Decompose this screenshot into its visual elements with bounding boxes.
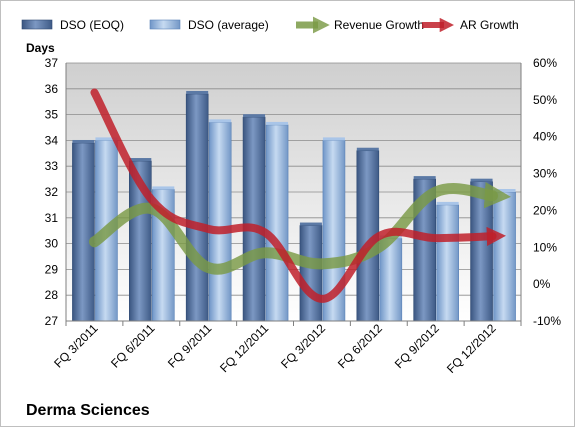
company-name: Derma Sciences [26,402,150,419]
legend-label: DSO (average) [188,18,269,32]
bar-dso-eoq [299,225,323,322]
y-tick-label: 32 [45,185,59,199]
y2-tick-label: -10% [533,314,561,328]
bar-top-cap [493,189,516,192]
legend-swatch [21,19,53,30]
legend-label: DSO (EOQ) [60,18,124,32]
y-tick-label: 27 [45,314,59,328]
y-tick-label: 37 [45,56,59,70]
y-tick-label: 28 [45,288,59,302]
bar-top-cap [129,158,152,162]
y2-tick-label: 40% [533,130,557,144]
bar-top-cap [152,186,175,190]
y-tick-label: 33 [45,159,59,173]
bar-top-cap [322,137,345,141]
bar-dso-eoq [185,93,209,322]
legend: DSO (EOQ) DSO (average) Revenue Growth AR G… [21,16,519,34]
bar-top-cap [436,201,459,205]
y-tick-label: 30 [45,237,59,251]
y-tick-label: 36 [45,82,59,96]
legend-swatch [149,19,181,30]
y2-tick-label: 30% [533,167,557,181]
y2-tick-label: 60% [533,56,557,70]
y-tick-label: 35 [45,108,59,122]
growth-lines [88,88,512,303]
legend-label: Revenue Growth [334,18,424,32]
ar-growth-line [90,88,506,303]
y-tick-label: 31 [45,211,59,225]
y2-tick-label: 20% [533,203,557,217]
y2-tick-label: 50% [533,93,557,107]
bar-dso-average [208,122,232,322]
bar-dso-average [436,204,459,322]
bar-dso-average [265,124,289,322]
bar-dso-eoq [470,181,493,322]
y-tick-label: 29 [45,262,59,276]
bar-top-cap [186,90,209,94]
bar-top-cap [470,178,493,182]
y-tick-label: 34 [45,133,59,147]
bar-dso-eoq [242,116,266,322]
bar-top-cap [209,119,232,123]
y2-tick-label: 10% [533,240,557,254]
bars [72,90,516,322]
bar-top-cap [95,137,118,141]
bar-top-cap [243,114,266,118]
y2-tick-label: 0% [533,277,551,291]
bar-top-cap [72,139,95,143]
bar-top-cap [356,147,379,151]
y-axis-title: Days [26,41,55,55]
legend-label: AR Growth [460,18,519,32]
bar-top-cap [413,176,436,180]
bar-dso-eoq [72,142,95,322]
bar-dso-average [493,191,516,322]
bar-top-cap [266,121,289,125]
bar-top-cap [299,222,322,226]
